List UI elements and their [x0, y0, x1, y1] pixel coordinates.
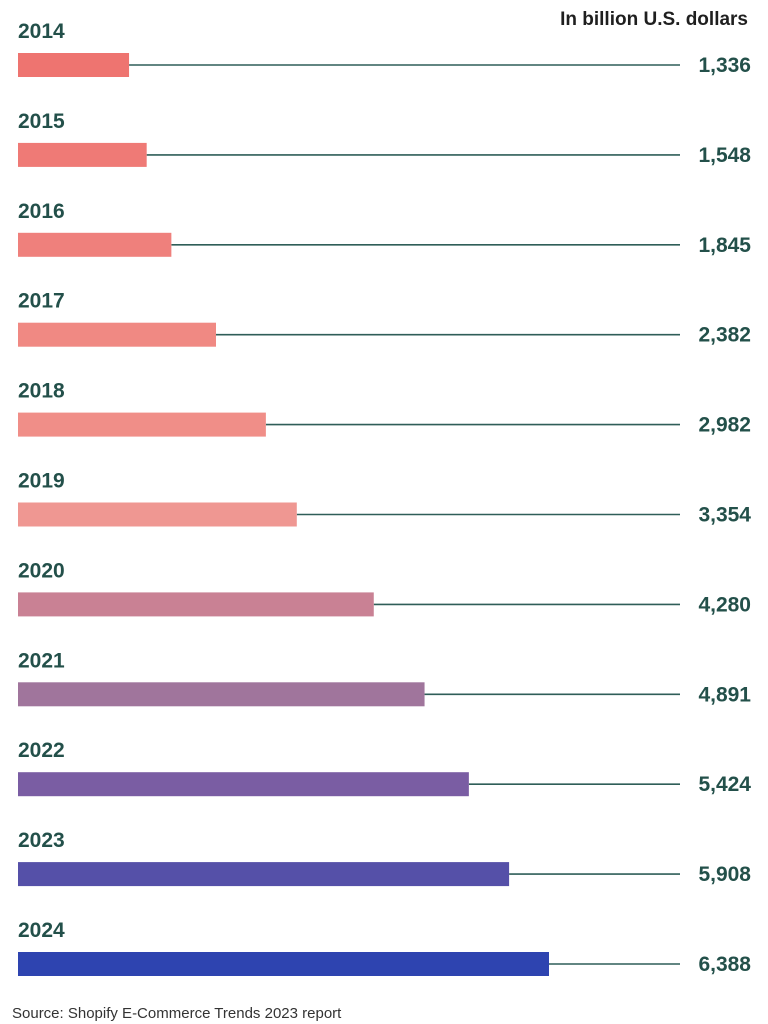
bar: [18, 322, 217, 347]
bar: [18, 862, 510, 887]
value-label: 6,388: [698, 953, 751, 976]
value-label: 4,891: [698, 683, 751, 706]
bar: [18, 232, 172, 257]
bar-row-2024: 2024 6,388: [18, 919, 751, 976]
bar: [18, 53, 130, 77]
bar-row-2018: 2018 2,982: [18, 380, 751, 437]
chart-rows: 2014 1,336 2015 1,548 2016 1,845 2017 2,382 2018…: [18, 20, 751, 976]
bar-row-2015: 2015 1,548: [18, 110, 751, 167]
year-label: 2020: [18, 559, 65, 582]
source-note: Source: Shopify E-Commerce Trends 2023 r…: [12, 1005, 342, 1022]
year-label: 2018: [18, 380, 65, 403]
bar-row-2021: 2021 4,891: [18, 649, 751, 707]
year-label: 2019: [18, 470, 65, 493]
value-label: 5,908: [698, 863, 751, 886]
bar-row-2023: 2023 5,908: [18, 829, 751, 887]
bar: [18, 772, 469, 797]
bar-row-2022: 2022 5,424: [18, 739, 751, 797]
year-label: 2023: [18, 829, 65, 852]
year-label: 2015: [18, 110, 65, 133]
year-label: 2024: [18, 919, 65, 942]
bar-row-2016: 2016 1,845: [18, 200, 751, 257]
bar: [18, 682, 425, 707]
year-label: 2021: [18, 649, 65, 672]
bar: [18, 412, 266, 437]
value-label: 4,280: [698, 593, 751, 616]
unit-label: In billion U.S. dollars: [560, 9, 748, 30]
bar-row-2014: 2014 1,336: [18, 20, 751, 77]
value-label: 5,424: [698, 773, 751, 796]
bar: [18, 592, 374, 617]
value-label: 2,382: [698, 324, 751, 347]
bar: [18, 502, 297, 527]
year-label: 2022: [18, 739, 65, 762]
value-label: 1,548: [698, 144, 751, 167]
bar: [18, 142, 147, 167]
bar: [18, 952, 549, 976]
year-label: 2014: [18, 20, 65, 43]
value-label: 2,982: [698, 414, 751, 437]
value-label: 3,354: [698, 504, 751, 527]
bar-row-2017: 2017 2,382: [18, 290, 751, 347]
year-label: 2017: [18, 290, 65, 313]
bar-row-2020: 2020 4,280: [18, 559, 751, 617]
bar-row-2019: 2019 3,354: [18, 470, 751, 527]
value-label: 1,336: [698, 54, 751, 77]
year-label: 2016: [18, 200, 65, 223]
value-label: 1,845: [698, 234, 751, 257]
